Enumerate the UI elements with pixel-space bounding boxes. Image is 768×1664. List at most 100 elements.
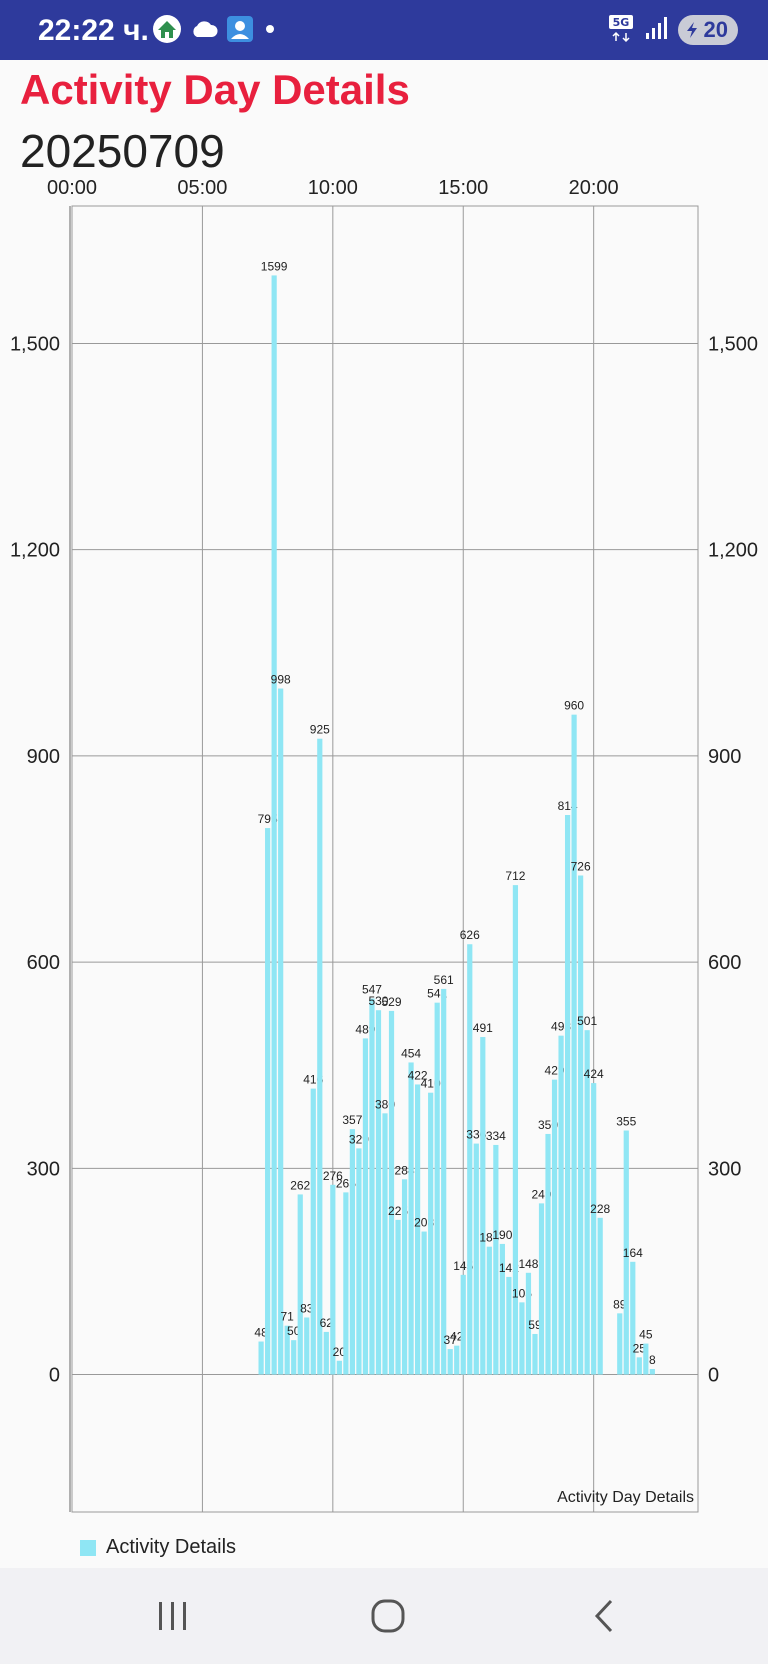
bar	[284, 1325, 290, 1375]
bar	[408, 1062, 414, 1375]
status-left-icons	[152, 14, 278, 49]
bar	[343, 1192, 349, 1375]
bar	[401, 1179, 408, 1375]
bar	[578, 875, 584, 1375]
status-bar: 22:22 ч. 5	[0, 0, 768, 60]
bar	[467, 944, 473, 1375]
bar-value-label: 228	[590, 1202, 610, 1216]
bar	[512, 885, 519, 1375]
bar	[643, 1343, 649, 1375]
legend-swatch	[80, 1539, 96, 1556]
bar-value-label: 547	[362, 983, 382, 997]
signal-icon	[644, 15, 668, 46]
bar-value-label: 454	[401, 1046, 421, 1060]
status-right-icons: 5G 20	[608, 14, 738, 46]
bar	[519, 1302, 525, 1375]
chart-description: Activity Day Details	[557, 1489, 694, 1506]
network-5g-icon: 5G	[608, 13, 634, 48]
bar	[617, 1313, 623, 1375]
x-tick-label: 15:00	[438, 177, 488, 199]
bar	[571, 714, 577, 1375]
bar-value-label: 190	[492, 1228, 512, 1242]
status-time: 22:22 ч.	[38, 14, 149, 47]
bar-value-label: 529	[382, 995, 402, 1009]
bar-value-label: 25	[633, 1341, 647, 1355]
bar	[428, 1092, 434, 1375]
bar-value-label: 561	[434, 973, 454, 987]
bar-value-label: 501	[577, 1014, 597, 1028]
bar	[369, 998, 375, 1375]
home-icon	[152, 14, 182, 49]
dot-icon	[262, 21, 278, 42]
bar-value-label: 424	[584, 1067, 604, 1081]
bar-value-label: 334	[486, 1129, 506, 1143]
bar	[375, 1010, 382, 1375]
bar	[415, 1084, 421, 1375]
bar	[349, 1129, 355, 1375]
bar	[493, 1144, 499, 1375]
bar	[310, 1088, 316, 1375]
bar	[558, 1035, 564, 1375]
bar	[623, 1130, 629, 1375]
bar	[649, 1369, 655, 1375]
bar	[473, 1143, 479, 1375]
bar	[597, 1217, 603, 1375]
svg-text:5G: 5G	[612, 16, 629, 29]
y-tick-label-left: 1,200	[10, 540, 60, 562]
bar	[499, 1243, 505, 1375]
bar	[447, 1349, 453, 1375]
bar-value-label: 8	[649, 1353, 656, 1367]
bar	[265, 828, 271, 1375]
bar	[362, 1038, 369, 1375]
bar	[323, 1331, 329, 1375]
bar-value-label: 1599	[261, 259, 288, 273]
bar-value-label: 491	[473, 1021, 493, 1035]
bar-value-label: 42	[450, 1330, 464, 1344]
bar-value-label: 726	[571, 859, 591, 873]
contact-icon	[226, 15, 254, 48]
bar	[271, 275, 277, 1375]
navigation-bar	[0, 1568, 768, 1664]
bar	[441, 988, 447, 1375]
home-button[interactable]	[358, 1590, 418, 1642]
bar	[356, 1148, 362, 1375]
bar	[382, 1113, 388, 1375]
y-tick-label-left: 1,500	[10, 333, 60, 355]
bar	[395, 1219, 401, 1375]
recent-apps-button[interactable]	[143, 1590, 203, 1642]
bar	[278, 688, 284, 1375]
bar-value-label: 37	[444, 1333, 458, 1347]
bar-value-label: 626	[460, 928, 480, 942]
x-tick-label: 05:00	[177, 177, 227, 199]
bar-value-label: 925	[310, 723, 330, 737]
page-title: Activity Day Details	[20, 66, 410, 113]
bar	[525, 1272, 532, 1375]
bar-value-label: 45	[639, 1328, 653, 1342]
y-tick-label-right: 1,200	[708, 540, 758, 562]
bar	[388, 1010, 395, 1375]
bar	[551, 1079, 558, 1375]
bar-value-label: 960	[564, 699, 584, 713]
bar	[454, 1345, 460, 1375]
bar	[636, 1357, 642, 1375]
y-tick-label-right: 0	[708, 1365, 719, 1387]
bar-value-label: 71	[281, 1310, 295, 1324]
bar	[486, 1246, 492, 1375]
chart-legend: Activity Details	[80, 1536, 236, 1559]
bar-value-label: 422	[408, 1068, 428, 1082]
y-tick-label-left: 600	[27, 952, 60, 974]
bar	[434, 1002, 440, 1375]
bar	[460, 1274, 466, 1375]
bar	[480, 1037, 486, 1375]
bar-value-label: 20	[333, 1345, 347, 1359]
recent-apps-icon	[159, 1602, 186, 1630]
bar	[317, 738, 323, 1375]
bar-value-label: 89	[613, 1297, 627, 1311]
bar	[291, 1340, 297, 1375]
bar-value-label: 83	[300, 1301, 314, 1315]
y-tick-label-right: 900	[708, 746, 741, 768]
y-tick-label-left: 0	[49, 1365, 60, 1387]
bar	[336, 1360, 342, 1375]
bar-value-label: 62	[320, 1316, 334, 1330]
back-button[interactable]	[574, 1590, 634, 1642]
